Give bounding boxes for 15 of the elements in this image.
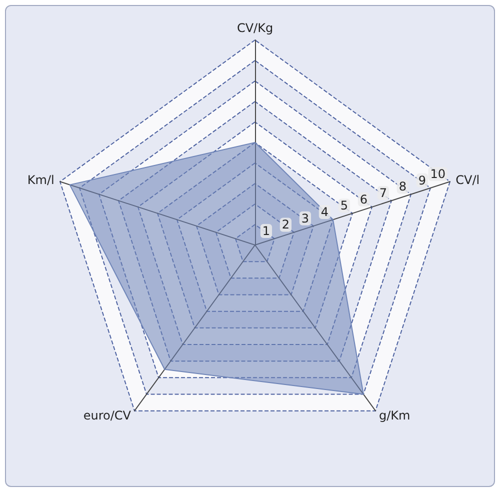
y-tick-label: 8 xyxy=(398,180,406,194)
y-tick-label: 3 xyxy=(301,211,310,226)
spoke-label: CV/l xyxy=(456,172,480,187)
y-tick-label: 1 xyxy=(262,224,270,238)
spoke-label: CV/Kg xyxy=(236,21,274,35)
y-tick-label: 4 xyxy=(320,205,329,220)
y-tick-label: 7 xyxy=(379,186,388,200)
y-tick-label: 5 xyxy=(340,198,348,213)
y-tick-label: 9 xyxy=(418,173,426,188)
spoke-label: Km/l xyxy=(27,172,54,187)
spoke-label: euro/CV xyxy=(83,408,132,423)
y-tick-label: 10 xyxy=(430,167,446,182)
y-tick-label: 6 xyxy=(360,192,368,206)
spoke-label: g/Km xyxy=(379,408,410,423)
y-tick-label: 2 xyxy=(282,218,290,232)
